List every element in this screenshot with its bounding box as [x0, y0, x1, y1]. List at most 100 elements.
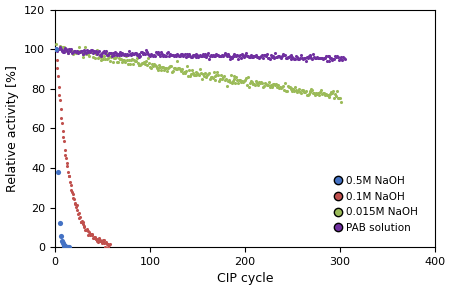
Point	[271, 82, 278, 87]
Point	[223, 84, 230, 89]
Point	[68, 188, 75, 193]
Point	[98, 241, 106, 245]
Point	[126, 51, 133, 56]
Point	[123, 54, 130, 59]
Point	[147, 65, 155, 70]
Point	[179, 67, 186, 71]
Point	[118, 57, 125, 61]
Point	[233, 75, 240, 80]
Point	[58, 49, 65, 53]
Point	[264, 83, 272, 87]
Point	[59, 49, 66, 54]
Point	[117, 57, 124, 61]
Point	[325, 94, 332, 99]
Point	[288, 87, 295, 91]
Point	[61, 44, 68, 49]
Point	[66, 180, 74, 184]
Point	[305, 91, 312, 96]
Point	[125, 49, 133, 53]
Point	[175, 53, 182, 57]
Point	[62, 244, 69, 249]
Point	[201, 54, 208, 58]
Point	[154, 68, 161, 72]
Point	[215, 72, 222, 77]
Point	[64, 245, 71, 249]
Point	[169, 69, 176, 74]
Point	[145, 61, 152, 66]
Point	[120, 52, 127, 56]
Point	[109, 60, 116, 64]
Point	[324, 92, 331, 97]
Point	[109, 51, 116, 56]
Point	[123, 53, 130, 57]
Point	[258, 53, 266, 58]
Point	[297, 90, 304, 95]
Point	[163, 69, 170, 73]
Point	[63, 244, 70, 249]
Point	[259, 55, 267, 60]
Point	[111, 56, 119, 60]
Point	[83, 50, 91, 55]
Point	[90, 49, 97, 54]
Point	[212, 53, 219, 58]
Point	[69, 191, 76, 196]
Point	[265, 56, 272, 61]
Point	[162, 65, 170, 70]
Point	[205, 71, 212, 76]
Point	[136, 63, 143, 68]
Point	[191, 72, 198, 77]
Point	[287, 85, 294, 90]
Point	[328, 90, 335, 94]
Point	[238, 80, 245, 85]
Point	[222, 76, 230, 81]
Point	[87, 233, 94, 238]
Point	[194, 71, 201, 75]
Point	[196, 73, 203, 78]
Point	[244, 75, 251, 79]
Point	[155, 50, 162, 54]
Point	[85, 50, 92, 54]
Point	[99, 51, 106, 56]
Point	[119, 50, 126, 55]
Point	[87, 232, 95, 236]
Point	[52, 48, 60, 52]
Point	[107, 55, 115, 60]
Point	[153, 51, 160, 55]
Point	[92, 237, 99, 242]
Point	[137, 63, 144, 68]
Point	[65, 173, 73, 178]
Point	[179, 54, 187, 58]
Point	[266, 57, 273, 61]
Point	[87, 49, 94, 54]
Point	[95, 237, 102, 241]
Point	[202, 52, 209, 56]
Point	[321, 56, 328, 61]
Point	[94, 55, 101, 60]
Point	[124, 58, 131, 62]
Point	[76, 215, 83, 220]
Point	[295, 57, 303, 61]
Point	[216, 79, 223, 83]
Point	[178, 52, 185, 56]
Point	[152, 49, 159, 54]
Point	[336, 96, 343, 101]
Point	[251, 53, 258, 58]
Point	[52, 46, 60, 51]
Point	[319, 56, 327, 61]
Point	[164, 49, 171, 54]
Point	[229, 54, 236, 59]
Point	[285, 84, 292, 89]
Point	[135, 63, 142, 67]
Point	[202, 54, 210, 59]
Point	[274, 84, 281, 89]
Point	[298, 88, 305, 93]
Point	[69, 49, 76, 53]
Point	[198, 70, 205, 75]
Point	[150, 53, 157, 57]
Point	[127, 57, 134, 62]
Point	[260, 84, 267, 88]
Point	[54, 65, 61, 70]
Point	[206, 54, 213, 59]
Point	[203, 52, 211, 57]
Point	[129, 52, 137, 56]
